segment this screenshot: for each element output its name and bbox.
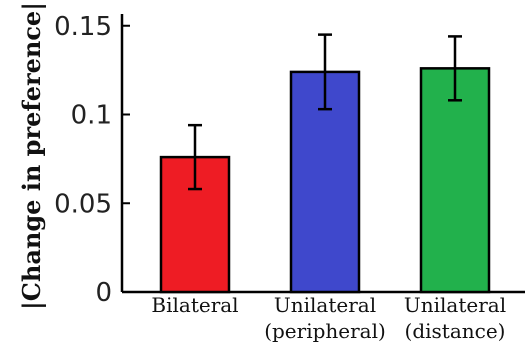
x-tick-label: Unilateral (distance) bbox=[404, 293, 506, 343]
y-tick-label: 0.1 bbox=[71, 101, 112, 131]
y-axis-label: |Change in preference| bbox=[17, 2, 46, 310]
y-tick-label: 0.15 bbox=[54, 12, 112, 42]
y-tick-label: 0 bbox=[95, 278, 112, 308]
y-tick-label: 0.05 bbox=[54, 189, 112, 219]
x-tick-label: Bilateral bbox=[151, 293, 238, 317]
plot-area: 0 0.05 0.1 0.15 Bilateral Unilateral (peripher… bbox=[54, 12, 525, 343]
bar bbox=[419, 67, 491, 294]
x-tick-label: Unilateral (peripheral) bbox=[264, 293, 386, 343]
